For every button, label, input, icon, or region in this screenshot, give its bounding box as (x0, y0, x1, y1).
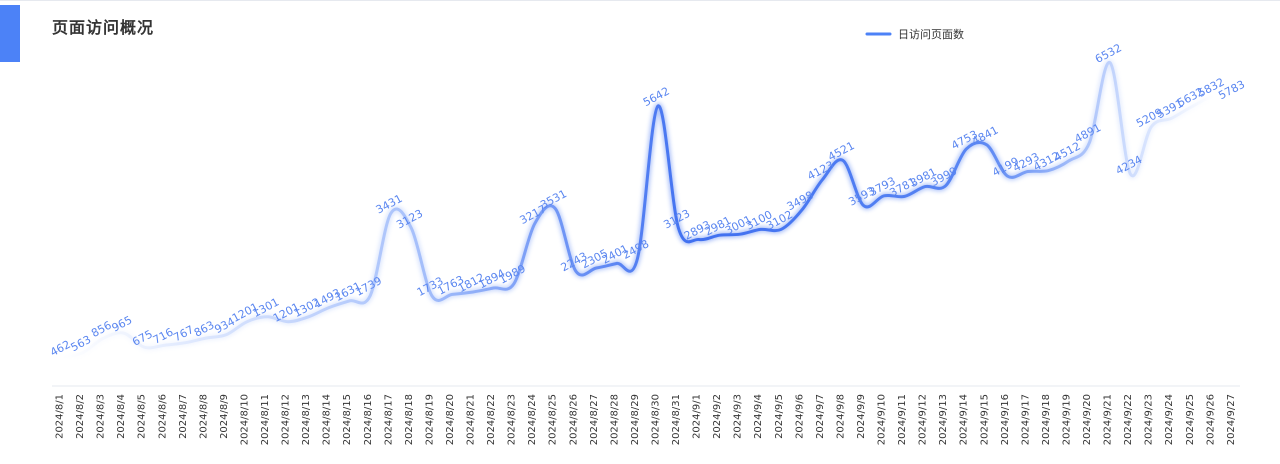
x-tick-label: 2024/9/25 (1185, 394, 1196, 445)
section-accent-bar (0, 5, 20, 62)
x-tick-label: 2024/9/3 (733, 394, 744, 439)
x-tick-label: 2024/8/29 (630, 394, 641, 445)
x-tick-label: 2024/9/24 (1164, 394, 1175, 445)
x-tick-label: 2024/9/26 (1205, 394, 1216, 445)
x-tick-label: 2024/9/10 (877, 394, 888, 445)
x-tick-label: 2024/9/6 (794, 394, 805, 439)
x-tick-label: 2024/9/27 (1226, 394, 1237, 445)
x-tick-label: 2024/8/7 (178, 394, 189, 439)
x-tick-label: 2024/9/20 (1082, 394, 1093, 445)
x-tick-label: 2024/9/22 (1123, 394, 1134, 445)
x-tick-label: 2024/8/2 (75, 394, 86, 439)
x-tick-label: 2024/8/18 (404, 394, 415, 445)
x-tick-label: 2024/8/16 (363, 394, 374, 445)
x-tick-label: 2024/8/24 (527, 394, 538, 445)
x-tick-label: 2024/8/1 (55, 394, 66, 439)
x-tick-label: 2024/9/5 (774, 394, 785, 439)
x-tick-label: 2024/8/8 (198, 394, 209, 439)
x-axis-tick-labels: 2024/8/1 2024/8/2 2024/8/3 2024/8/4 2024/8/5… (55, 394, 1237, 445)
x-tick-label: 2024/8/21 (466, 394, 477, 445)
x-tick-label: 2024/9/11 (897, 394, 908, 445)
x-tick-label: 2024/8/27 (589, 394, 600, 445)
x-tick-label: 2024/9/16 (1000, 394, 1011, 445)
x-tick-label: 2024/9/21 (1103, 394, 1114, 445)
x-tick-label: 2024/8/5 (137, 394, 148, 439)
top-divider (0, 0, 1280, 1)
x-tick-label: 2024/8/13 (301, 394, 312, 445)
page-title: 页面访问概况 (52, 18, 155, 37)
x-tick-label: 2024/8/14 (322, 394, 333, 445)
chart-legend[interactable]: 日访问页面数 (865, 28, 964, 41)
x-tick-label: 2024/9/23 (1144, 394, 1155, 445)
x-tick-label: 2024/8/19 (424, 394, 435, 445)
x-tick-label: 2024/9/2 (712, 394, 723, 439)
legend-label: 日访问页面数 (898, 28, 964, 41)
x-tick-label: 2024/8/31 (671, 394, 682, 445)
x-tick-label: 2024/8/20 (445, 394, 456, 445)
x-tick-label: 2024/9/1 (692, 394, 703, 439)
x-tick-label: 2024/9/7 (815, 394, 826, 439)
x-tick-label: 2024/8/6 (157, 394, 168, 439)
x-tick-label: 2024/8/15 (342, 394, 353, 445)
x-tick-label: 2024/9/4 (753, 394, 764, 439)
x-tick-label: 2024/9/12 (918, 394, 929, 445)
x-tick-label: 2024/8/17 (383, 394, 394, 445)
x-tick-label: 2024/9/15 (979, 394, 990, 445)
x-tick-label: 2024/9/9 (856, 394, 867, 439)
x-tick-label: 2024/8/30 (650, 394, 661, 445)
x-tick-label: 2024/8/11 (260, 394, 271, 445)
x-tick-label: 2024/8/3 (96, 394, 107, 439)
x-tick-label: 2024/8/12 (281, 394, 292, 445)
x-tick-label: 2024/8/9 (219, 394, 230, 439)
x-tick-label: 2024/8/28 (609, 394, 620, 445)
x-tick-label: 2024/9/18 (1041, 394, 1052, 445)
x-tick-label: 2024/8/4 (116, 394, 127, 439)
x-tick-label: 2024/8/22 (486, 394, 497, 445)
x-tick-label: 2024/9/19 (1061, 394, 1072, 445)
x-tick-label: 2024/9/17 (1020, 394, 1031, 445)
x-tick-label: 2024/8/25 (548, 394, 559, 445)
x-tick-label: 2024/8/23 (507, 394, 518, 445)
x-tick-label: 2024/9/8 (835, 394, 846, 439)
x-tick-label: 2024/8/26 (568, 394, 579, 445)
x-tick-label: 2024/8/10 (239, 394, 250, 445)
x-tick-label: 2024/9/14 (959, 394, 970, 445)
series-line[interactable] (60, 61, 1235, 360)
x-tick-label: 2024/9/13 (938, 394, 949, 445)
